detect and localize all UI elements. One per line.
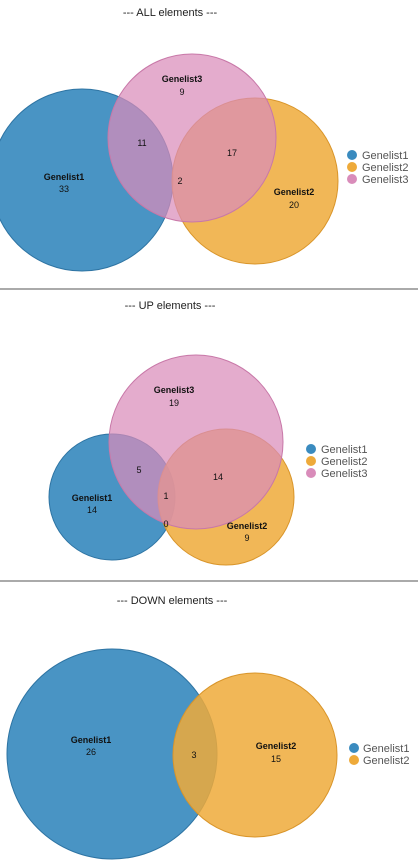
legend-label-genelist1-down: Genelist1: [363, 743, 409, 755]
set-label-genelist1-up: Genelist1: [72, 493, 113, 503]
legend-swatch-genelist1-down: [349, 743, 359, 753]
legend-swatch-genelist3-up: [306, 468, 316, 478]
circle-genelist3-all[interactable]: [107, 53, 277, 223]
legend-swatch-genelist2-all: [347, 162, 357, 172]
legend-down: Genelist1 Genelist2: [349, 743, 409, 767]
set-count-genelist3-up: 19: [169, 398, 179, 408]
intersection-count-1-2-up: 0: [163, 519, 168, 529]
intersection-count-2-3-all: 17: [227, 148, 237, 158]
legend-all: Genelist1 Genelist2 Genelist3: [347, 150, 408, 186]
legend-up: Genelist1 Genelist2 Genelist3: [306, 444, 367, 480]
legend-label-genelist1-up: Genelist1: [321, 444, 367, 456]
set-count-genelist2-all: 20: [289, 200, 299, 210]
intersection-count-1-2-3-up: 1: [163, 491, 168, 501]
set-count-genelist2-down: 15: [271, 754, 281, 764]
legend-label-genelist3-all: Genelist3: [362, 174, 408, 186]
legend-swatch-genelist2-up: [306, 456, 316, 466]
set-count-genelist2-up: 9: [244, 533, 249, 543]
venn-all-section: --- ALL elements --- Genelist1 33 Geneli…: [0, 7, 408, 272]
set-label-genelist2-all: Genelist2: [274, 187, 315, 197]
section-title-up: --- UP elements ---: [125, 300, 216, 312]
legend-swatch-genelist1-all: [347, 150, 357, 160]
set-label-genelist3-all: Genelist3: [162, 74, 203, 84]
set-count-genelist1-up: 14: [87, 505, 97, 515]
set-count-genelist3-all: 9: [179, 87, 184, 97]
section-title-down: --- DOWN elements ---: [117, 595, 228, 607]
venn-up-section: --- UP elements --- Genelist1 14 Genelis…: [48, 300, 367, 566]
section-title-all: --- ALL elements ---: [123, 7, 218, 19]
circle-genelist3-up[interactable]: [108, 354, 284, 530]
set-count-genelist1-all: 33: [59, 184, 69, 194]
set-count-genelist1-down: 26: [86, 747, 96, 757]
legend-label-genelist2-all: Genelist2: [362, 162, 408, 174]
intersection-count-1-2-3-all: 2: [177, 176, 182, 186]
venn-down-section: --- DOWN elements --- Genelist1 26 Genel…: [6, 595, 409, 860]
legend-label-genelist2-down: Genelist2: [363, 755, 409, 767]
legend-label-genelist3-up: Genelist3: [321, 468, 367, 480]
set-label-genelist2-down: Genelist2: [256, 741, 297, 751]
set-label-genelist1-down: Genelist1: [71, 735, 112, 745]
legend-swatch-genelist1-up: [306, 444, 316, 454]
legend-swatch-genelist3-all: [347, 174, 357, 184]
set-label-genelist1-all: Genelist1: [44, 172, 85, 182]
set-label-genelist3-up: Genelist3: [154, 385, 195, 395]
intersection-count-2-3-up: 14: [213, 472, 223, 482]
legend-swatch-genelist2-down: [349, 755, 359, 765]
set-label-genelist2-up: Genelist2: [227, 521, 268, 531]
legend-label-genelist2-up: Genelist2: [321, 456, 367, 468]
intersection-count-1-2-down: 3: [191, 750, 196, 760]
intersection-count-1-3-all: 11: [137, 138, 146, 148]
intersection-count-1-3-up: 5: [136, 465, 141, 475]
legend-label-genelist1-all: Genelist1: [362, 150, 408, 162]
circle-genelist2-down[interactable]: [172, 672, 338, 838]
